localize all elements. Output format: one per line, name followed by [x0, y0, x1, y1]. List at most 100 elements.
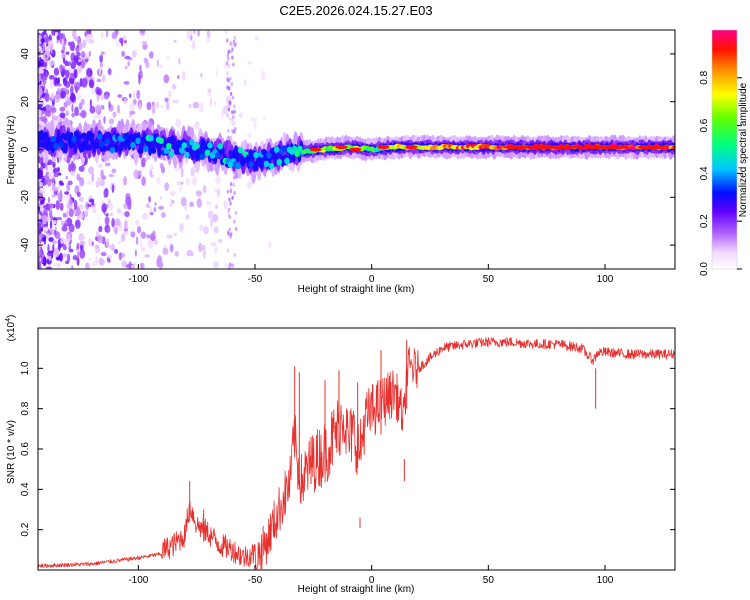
noise-speckle — [138, 74, 141, 85]
noise-speckle — [79, 240, 86, 246]
noise-speckle — [54, 77, 60, 86]
noise-speckle — [100, 169, 104, 179]
noise-speckle — [250, 117, 257, 122]
noise-speckle — [140, 231, 147, 239]
ridge-peak — [637, 145, 666, 150]
noise-speckle — [69, 61, 72, 65]
noise-speckle — [65, 51, 70, 55]
noise-speckle — [229, 201, 232, 206]
noise-speckle — [231, 120, 236, 127]
noise-speckle — [51, 193, 56, 199]
noise-speckle — [74, 106, 79, 117]
noise-speckle — [164, 97, 169, 103]
noise-speckle — [229, 91, 233, 96]
noise-speckle — [202, 185, 207, 194]
noise-speckle — [48, 74, 55, 81]
noise-speckle — [94, 104, 101, 114]
noise-speckle — [99, 179, 105, 187]
spectrogram-y-axis: -40 -20 0 20 40 — [20, 48, 675, 252]
noise-speckle — [44, 153, 49, 163]
noise-speckle — [140, 70, 143, 80]
noise-speckle — [233, 109, 236, 114]
noise-speckle — [53, 67, 60, 76]
noise-speckle — [149, 164, 155, 171]
noise-speckle — [94, 247, 101, 254]
snr-panel: -100 -50 0 50 100 0.2 0.4 0.6 0.8 1.0 Height of … — [5, 315, 676, 595]
noise-speckle — [231, 47, 234, 52]
noise-speckle — [48, 237, 54, 242]
ridge-core — [137, 147, 144, 155]
noise-speckle — [71, 265, 74, 269]
noise-speckle — [136, 89, 141, 100]
noise-speckle — [64, 69, 70, 79]
y-tick-label: 0.4 — [20, 482, 31, 496]
noise-speckle — [227, 128, 230, 133]
snr-multiplier-base: (x10 — [6, 321, 17, 341]
noise-speckle — [178, 57, 181, 65]
ridge-core — [271, 153, 277, 160]
noise-speckle — [62, 244, 67, 251]
noise-speckle — [88, 79, 95, 89]
noise-speckle — [226, 77, 229, 82]
noise-speckle — [80, 109, 87, 119]
noise-speckle — [52, 161, 56, 169]
noise-speckle — [158, 205, 164, 210]
noise-speckle — [149, 169, 153, 176]
noise-speckle — [180, 167, 184, 178]
noise-speckle — [144, 254, 150, 258]
noise-speckle — [48, 203, 54, 209]
noise-speckle — [52, 115, 58, 121]
noise-speckle — [215, 204, 219, 209]
noise-speckle — [107, 259, 111, 263]
noise-speckle — [227, 50, 230, 55]
noise-speckle — [45, 70, 48, 80]
noise-speckle — [166, 234, 173, 239]
noise-speckle — [124, 219, 128, 230]
noise-speckle — [141, 40, 147, 46]
noise-speckle — [65, 110, 69, 117]
ridge-core — [76, 133, 82, 141]
noise-speckle — [179, 222, 184, 232]
noise-speckle — [148, 195, 151, 203]
ridge-core — [48, 142, 54, 150]
noise-speckle — [227, 107, 231, 112]
noise-speckle — [108, 202, 114, 211]
noise-speckle — [100, 105, 105, 110]
noise-speckle — [47, 252, 53, 257]
noise-speckle — [254, 35, 259, 41]
noise-speckle — [117, 94, 123, 98]
noise-speckle — [132, 98, 137, 106]
noise-speckle — [46, 258, 50, 264]
noise-speckle — [108, 173, 114, 178]
noise-speckle — [227, 63, 230, 68]
spectrogram-panel: -100 -50 0 50 100 -40 -20 0 20 40 Height of stra… — [6, 29, 676, 295]
noise-speckle — [233, 175, 236, 180]
noise-speckle — [153, 207, 157, 213]
noise-speckle — [121, 211, 125, 216]
noise-speckle — [62, 57, 66, 64]
noise-speckle — [231, 95, 235, 100]
noise-speckle — [212, 213, 219, 222]
noise-speckle — [70, 85, 74, 95]
noise-speckle — [99, 54, 103, 63]
noise-speckle — [140, 239, 143, 248]
noise-speckle — [38, 155, 44, 164]
noise-speckle — [229, 101, 232, 106]
noise-speckle — [159, 163, 164, 170]
noise-speckle — [233, 35, 236, 40]
noise-speckle — [108, 244, 114, 249]
noise-speckle — [66, 253, 71, 263]
noise-speckle — [229, 234, 232, 239]
noise-speckle — [106, 238, 110, 248]
noise-speckle — [99, 61, 104, 68]
ridge-core — [140, 136, 147, 144]
ridge-core — [297, 145, 303, 153]
noise-speckle — [57, 166, 60, 173]
noise-speckle — [124, 55, 131, 60]
ridge-core — [291, 145, 298, 153]
noise-speckle — [51, 30, 57, 36]
noise-speckle — [210, 218, 214, 228]
noise-speckle — [232, 114, 235, 119]
noise-speckle — [196, 198, 202, 208]
noise-speckle — [60, 90, 67, 99]
